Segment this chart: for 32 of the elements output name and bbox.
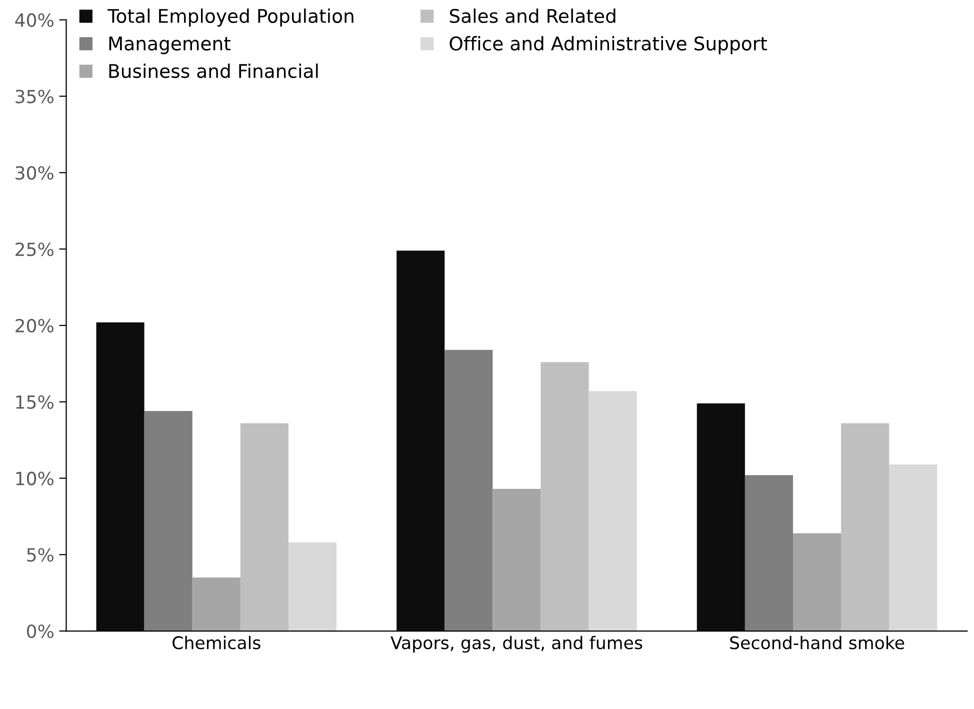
bar [696, 403, 745, 632]
x-tick-label: Vapors, gas, dust, and fumes [390, 636, 642, 653]
bar [192, 578, 240, 632]
legend-label: Sales and Related [450, 8, 616, 24]
y-tick-label: 40% [15, 13, 54, 27]
bar [144, 410, 192, 632]
x-tick-label: Chemicals [172, 636, 260, 650]
y-tick-label: 25% [16, 242, 54, 256]
y-tick-label: 5% [27, 548, 54, 562]
bar [744, 475, 793, 632]
bar [588, 391, 637, 632]
y-tick-label: 15% [16, 395, 54, 409]
legend-label: Office and Administrative Support [450, 36, 767, 54]
bar [240, 423, 288, 632]
bar [492, 488, 541, 632]
bar [793, 533, 842, 632]
y-tick-label: 0% [26, 624, 54, 638]
legend-label: Business and Financial [109, 64, 318, 78]
bar [889, 464, 938, 632]
legend-label: Total Employed Population [107, 8, 354, 27]
y-tick-label: 20% [16, 318, 54, 333]
y-tick-label: 10% [16, 472, 54, 486]
bar [396, 250, 445, 632]
bar [96, 322, 144, 632]
bar [444, 350, 493, 632]
bar [540, 362, 589, 632]
legend-label: Management [109, 36, 231, 54]
bar [288, 542, 337, 632]
y-tick-label: 35% [16, 90, 54, 104]
y-tick-label: 30% [16, 166, 54, 180]
x-tick-label: Second-hand smoke [730, 636, 904, 650]
bar [841, 423, 890, 632]
